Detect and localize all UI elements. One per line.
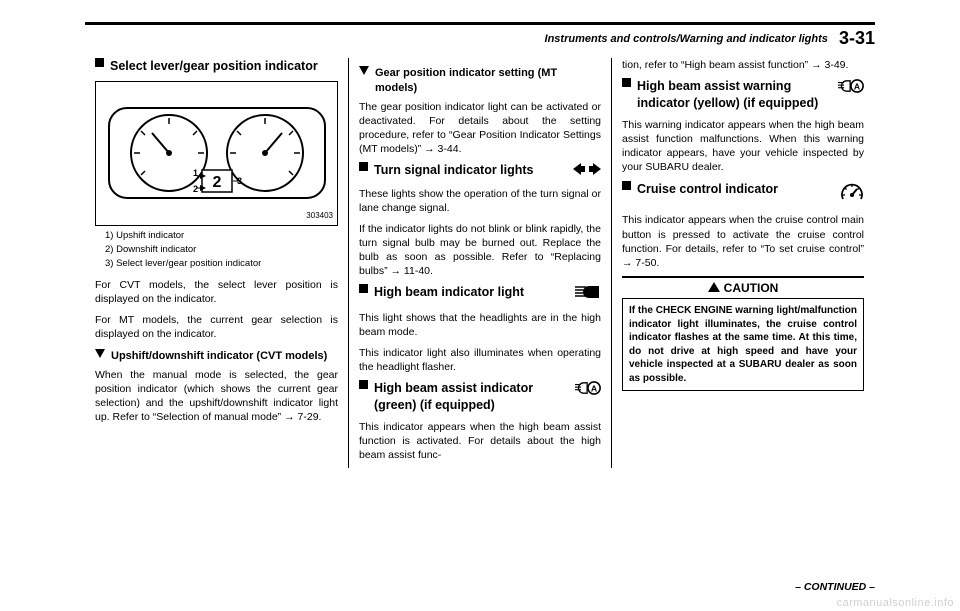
heading-text: Turn signal indicator lights <box>374 162 567 179</box>
triangle-bullet-icon <box>95 349 105 358</box>
gauge-figure: 2 1 2 3 303403 <box>95 81 338 226</box>
heading-cruise: Cruise control indicator <box>622 181 864 208</box>
column-1: Select lever/gear position indicator <box>85 58 348 468</box>
subheading-text: Upshift/downshift indicator (CVT models) <box>111 349 338 364</box>
header-rule <box>85 22 875 25</box>
subheading-gear-mt: Gear position indicator setting (MT mode… <box>359 66 601 96</box>
body-text: For MT models, the current gear selectio… <box>95 313 338 341</box>
heading-text: High beam assist indicator (green) (if e… <box>374 380 569 414</box>
svg-text:2: 2 <box>212 174 221 191</box>
body-text: This indicator appears when the cruise c… <box>622 213 864 270</box>
figure-legend: 1) Upshift indicator 2) Downshift indica… <box>95 230 338 270</box>
page-number: 3-31 <box>839 28 875 48</box>
heading-high-beam: High beam indicator light <box>359 284 601 305</box>
body-text: If the indicator lights do not blink or … <box>359 222 601 279</box>
body-text: This light shows that the headlights are… <box>359 311 601 339</box>
figure-id: 303403 <box>306 211 333 222</box>
square-bullet-icon <box>622 78 631 87</box>
svg-text:A: A <box>854 82 861 92</box>
square-bullet-icon <box>622 181 631 190</box>
triangle-bullet-icon <box>359 66 369 75</box>
warning-triangle-icon <box>708 282 720 292</box>
legend-1: 1) Upshift indicator <box>105 230 338 243</box>
heading-turn-signal: Turn signal indicator lights <box>359 162 601 181</box>
subheading-text: Gear position indicator setting (MT mode… <box>375 66 601 96</box>
heading-select-lever: Select lever/gear position indicator <box>95 58 338 75</box>
content-columns: Select lever/gear position indicator <box>85 58 875 468</box>
legend-2: 2) Downshift indicator <box>105 244 338 257</box>
header-breadcrumb: Instruments and controls/Warning and ind… <box>545 28 875 49</box>
breadcrumb-text: Instruments and controls/Warning and ind… <box>545 33 828 45</box>
svg-text:2: 2 <box>193 184 198 194</box>
square-bullet-icon <box>359 284 368 293</box>
high-beam-assist-warning-icon: A <box>838 78 864 99</box>
subheading-upshift: Upshift/downshift indicator (CVT models) <box>95 349 338 364</box>
heading-text: High beam indicator light <box>374 284 569 301</box>
heading-text: High beam assist warning indicator (yell… <box>637 78 832 112</box>
watermark: carmanualsonline.info <box>836 597 954 609</box>
body-text: This indicator appears when the high bea… <box>359 420 601 463</box>
body-text: This indicator light also illuminates wh… <box>359 346 601 374</box>
heading-text: Cruise control indicator <box>637 181 834 198</box>
gauge-cluster-icon: 2 1 2 3 <box>107 98 327 208</box>
cruise-control-icon <box>840 181 864 208</box>
body-text: These lights show the operation of the t… <box>359 187 601 215</box>
body-text: For CVT models, the select lever positio… <box>95 278 338 306</box>
heading-hba-green: High beam assist indicator (green) (if e… <box>359 380 601 414</box>
turn-signal-icon <box>573 162 601 181</box>
legend-3: 3) Select lever/gear position indicator <box>105 258 338 271</box>
svg-text:A: A <box>591 383 598 393</box>
heading-hba-yellow: High beam assist warning indicator (yell… <box>622 78 864 112</box>
column-3: tion, refer to “High beam assist functio… <box>611 58 874 468</box>
square-bullet-icon <box>359 380 368 389</box>
heading-text: Select lever/gear position indicator <box>110 58 338 75</box>
body-text: This warning indicator appears when the … <box>622 118 864 175</box>
high-beam-icon <box>575 284 601 305</box>
caution-body: If the CHECK ENGINE warning light/malfun… <box>622 299 864 391</box>
caution-label: CAUTION <box>724 281 779 295</box>
square-bullet-icon <box>95 58 104 67</box>
column-2: Gear position indicator setting (MT mode… <box>348 58 611 468</box>
continued-label: – CONTINUED – <box>795 581 875 593</box>
body-text: tion, refer to “High beam assist functio… <box>622 58 864 72</box>
body-text: When the manual mode is selected, the ge… <box>95 368 338 425</box>
body-text: The gear position indicator light can be… <box>359 100 601 157</box>
caution-header: CAUTION <box>622 276 864 299</box>
high-beam-assist-icon: A <box>575 380 601 401</box>
square-bullet-icon <box>359 162 368 171</box>
